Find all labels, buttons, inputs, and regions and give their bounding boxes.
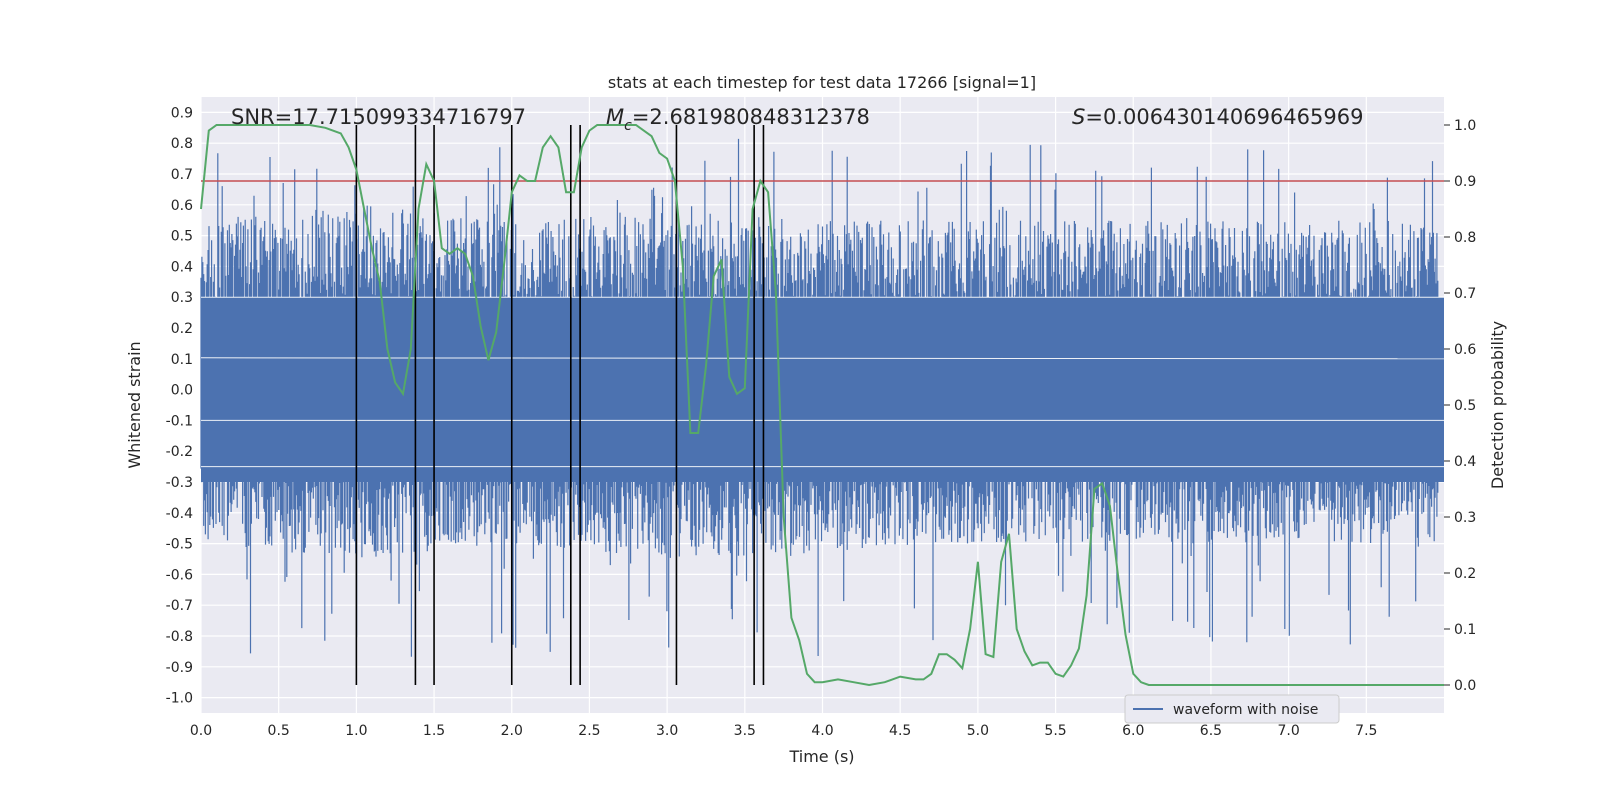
snr-annotation: SNR=17.715099334716797 bbox=[231, 105, 526, 129]
s-value: =0.006430140696465969 bbox=[1085, 105, 1363, 129]
legend-box bbox=[1124, 694, 1340, 724]
x-tick-label: 5.5 bbox=[1044, 723, 1066, 739]
x-tick-label: 2.5 bbox=[578, 723, 600, 739]
x-axis-label: Time (s) bbox=[788, 747, 854, 766]
y-tick-label: 0.7 bbox=[171, 167, 193, 183]
chirp-mass-subscript: c bbox=[624, 118, 632, 134]
y2-tick-label: 0.3 bbox=[1454, 510, 1476, 526]
y-tick-label: -0.8 bbox=[166, 629, 193, 645]
y-tick-label: 0.8 bbox=[171, 136, 193, 152]
probability-line bbox=[200, 124, 1444, 687]
y-tick-label: -0.4 bbox=[166, 506, 193, 522]
x-tick-label: 5.0 bbox=[967, 723, 989, 739]
x-tick-label: 7.5 bbox=[1355, 723, 1377, 739]
chirp-mass-value: =2.681980848312378 bbox=[632, 105, 870, 129]
y-tick-label: -0.3 bbox=[166, 475, 193, 491]
y-tick-label: 0.4 bbox=[171, 259, 193, 275]
y2-tick-label: 0.8 bbox=[1454, 230, 1476, 246]
x-tick-label: 1.0 bbox=[345, 723, 367, 739]
x-tick-label: 6.5 bbox=[1200, 723, 1222, 739]
y-tick-label: 0.1 bbox=[171, 352, 193, 368]
y-tick-label: -0.7 bbox=[166, 598, 193, 614]
y2-tick-label: 0.7 bbox=[1454, 286, 1476, 302]
y-tick-label: -1.0 bbox=[166, 691, 193, 707]
y2-tick-label: 1.0 bbox=[1454, 118, 1476, 134]
y-tick-label: 0.2 bbox=[171, 321, 193, 337]
x-tick-label: 7.0 bbox=[1277, 723, 1299, 739]
x-tick-label: 3.5 bbox=[734, 723, 756, 739]
y2-tick-label: 0.2 bbox=[1454, 566, 1476, 582]
chart-title: stats at each timestep for test data 172… bbox=[608, 73, 1036, 92]
x-tick-label: 2.0 bbox=[501, 723, 523, 739]
y2-tick-label: 0.6 bbox=[1454, 342, 1476, 358]
x-tick-label: 3.0 bbox=[656, 723, 678, 739]
y-tick-label: -0.6 bbox=[166, 567, 193, 583]
waveform-series bbox=[200, 138, 1445, 657]
y-tick-label: 0.0 bbox=[171, 383, 193, 399]
y-tick-label: -0.5 bbox=[166, 537, 193, 553]
y2-axis-label: Detection probability bbox=[1488, 321, 1507, 489]
legend-label: waveform with noise bbox=[1173, 702, 1318, 718]
y-ticks: 0.9 0.8 0.7 0.6 0.5 0.4 0.3 0.2 0.1 0.0 -0.1 -0.2 -0… bbox=[166, 105, 193, 706]
y2-tick-label: 0.5 bbox=[1454, 398, 1476, 414]
y-tick-label: 0.3 bbox=[171, 290, 193, 306]
y-tick-label: 0.5 bbox=[171, 229, 193, 245]
s-symbol: S bbox=[1072, 105, 1085, 129]
y2-ticks: 1.0 0.9 0.8 0.7 0.6 0.5 0.4 0.3 0.2 0.1 0.0 bbox=[1444, 118, 1476, 694]
x-tick-label: 4.0 bbox=[811, 723, 833, 739]
x-tick-label: 6.0 bbox=[1122, 723, 1144, 739]
x-tick-label: 1.5 bbox=[423, 723, 445, 739]
legend: waveform with noise bbox=[1124, 694, 1340, 724]
y2-tick-label: 0.4 bbox=[1454, 454, 1476, 470]
y-tick-label: -0.9 bbox=[166, 660, 193, 676]
x-tick-label: 0.5 bbox=[268, 723, 290, 739]
y2-tick-label: 0.1 bbox=[1454, 622, 1476, 638]
vertical-markers bbox=[355, 125, 765, 685]
y-tick-label: -0.1 bbox=[166, 413, 193, 429]
y-tick-label: 0.9 bbox=[171, 105, 193, 121]
y-tick-label: 0.6 bbox=[171, 198, 193, 214]
y2-tick-label: 0.0 bbox=[1454, 678, 1476, 694]
x-tick-label: 4.5 bbox=[889, 723, 911, 739]
detection-probability-series bbox=[200, 124, 1444, 687]
chirp-mass-annotation: Mc=2.681980848312378 bbox=[606, 105, 870, 134]
band-gridline bbox=[200, 357, 1445, 360]
waveform-dense-band bbox=[201, 297, 1444, 482]
s-annotation: S=0.006430140696465969 bbox=[1072, 105, 1363, 129]
chirp-mass-symbol: M bbox=[606, 105, 624, 129]
x-tick-label: 0.0 bbox=[190, 723, 212, 739]
y-axis-label: Whitened strain bbox=[125, 341, 144, 468]
x-ticks: 0.0 0.5 1.0 1.5 2.0 2.5 3.0 3.5 4.0 4.5 5.0 5.5 6.0 6… bbox=[190, 723, 1378, 739]
y2-tick-label: 0.9 bbox=[1454, 174, 1476, 190]
y-tick-label: -0.2 bbox=[166, 444, 193, 460]
